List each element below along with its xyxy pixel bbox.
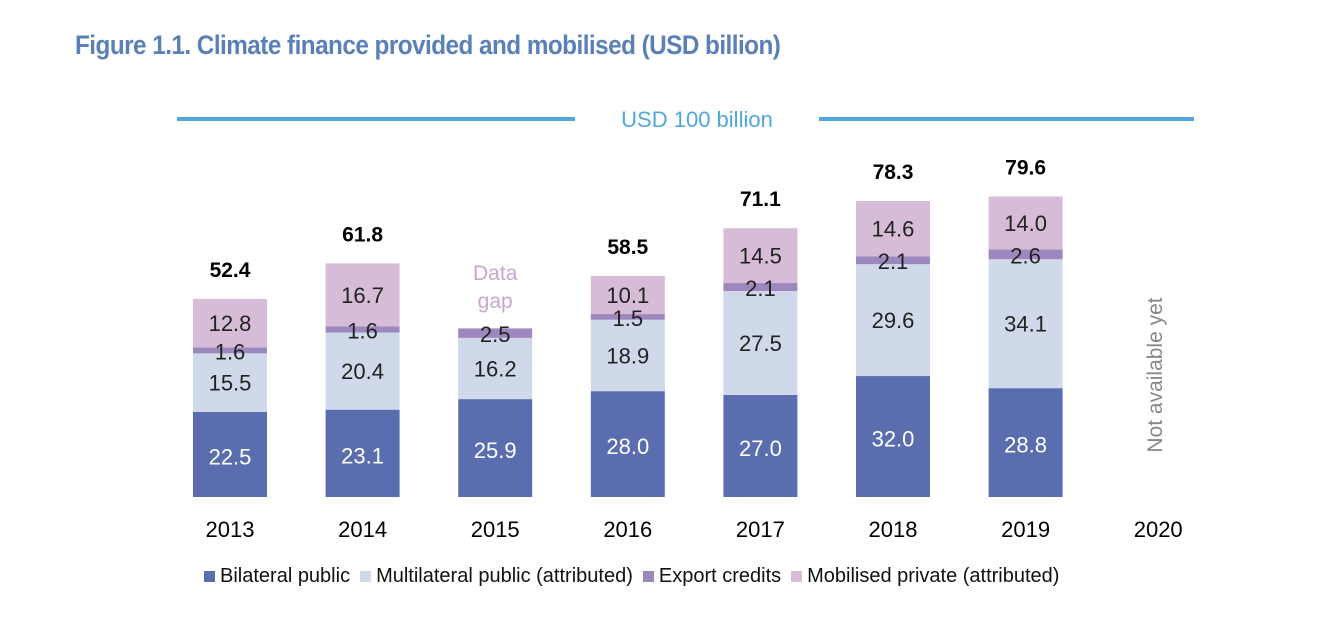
bar-label-2016-0: 28.0 (606, 434, 649, 459)
bar-segment-2015-0 (458, 399, 533, 497)
legend-label: Export credits (658, 565, 782, 587)
bar-segment-2013-3 (193, 298, 267, 348)
bar-label-2013-1: 15.5 (209, 371, 252, 396)
bar-segment-2017-0 (723, 394, 798, 497)
total-label-2019: 79.6 (1005, 156, 1046, 179)
bar-segment-2014-3 (325, 263, 400, 327)
bar-segment-2018-0 (856, 376, 930, 497)
x-tick-label-2017: 2017 (736, 517, 785, 542)
bar-label-2015-2: 2.5 (480, 322, 511, 347)
bar-label-2018-1: 29.6 (872, 308, 915, 333)
bar-label-2016-2: 1.5 (613, 306, 644, 331)
bar-segment-2016-0 (590, 391, 665, 497)
bar-segment-2019-3 (988, 196, 1063, 250)
bar-segment-2014-0 (325, 409, 400, 497)
bar-label-2017-2: 2.1 (745, 276, 776, 301)
legend-label: Bilateral public (220, 565, 351, 587)
target-line-label: USD 100 billion (621, 107, 773, 132)
legend-swatch (204, 571, 215, 582)
bar-segment-2017-2 (723, 283, 798, 291)
x-tick-label-2016: 2016 (603, 517, 652, 542)
bar-segment-2016-3 (590, 275, 665, 315)
x-tick-label-2018: 2018 (869, 517, 918, 542)
bar-segment-2019-1 (988, 259, 1063, 389)
legend-item-2: Export credits (642, 565, 782, 588)
bar-label-2018-2: 2.1 (878, 249, 909, 274)
bar-label-2018-0: 32.0 (872, 427, 915, 452)
bar-segment-2014-1 (325, 332, 400, 410)
bar-label-2019-1: 34.1 (1004, 312, 1047, 337)
bar-label-2017-0: 27.0 (739, 436, 782, 461)
bar-label-2013-3: 12.8 (209, 311, 252, 336)
bar-segment-2017-1 (723, 290, 798, 395)
bar-label-2014-1: 20.4 (341, 359, 384, 384)
bar-label-2019-2: 2.6 (1010, 243, 1041, 268)
bar-segment-2013-1 (193, 353, 267, 412)
legend-item-3: Mobilised private (attributed) (791, 565, 1059, 588)
bar-segment-2019-2 (988, 249, 1063, 260)
bar-label-2017-1: 27.5 (739, 331, 782, 356)
bar-label-2014-3: 16.7 (341, 283, 384, 308)
x-tick-label-2013: 2013 (206, 517, 255, 542)
bar-segment-2013-2 (193, 347, 267, 354)
legend-label: Mobilised private (attributed) (807, 565, 1060, 587)
total-label-2018: 78.3 (873, 161, 914, 184)
bar-label-2019-3: 14.0 (1004, 211, 1047, 236)
total-label-2014: 61.8 (342, 223, 383, 246)
x-tick-label-2019: 2019 (1001, 517, 1050, 542)
bar-label-2015-0: 25.9 (474, 438, 517, 463)
bar-label-2014-2: 1.6 (347, 319, 378, 344)
bar-segment-2016-2 (590, 314, 665, 320)
bar-segment-2018-3 (856, 201, 930, 257)
bar-segment-2017-3 (723, 228, 798, 284)
bar-segment-2016-1 (590, 319, 665, 392)
bar-label-2019-0: 28.8 (1004, 433, 1047, 458)
legend-swatch (642, 571, 654, 582)
bar-segment-2018-2 (856, 256, 930, 265)
total-label-2013: 52.4 (210, 259, 251, 282)
data-gap-label-line1: Data (473, 262, 518, 285)
bar-segment-2015-1 (458, 337, 533, 400)
bar-label-2017-3: 14.5 (739, 244, 782, 269)
data-gap-label-line2: gap (478, 290, 513, 313)
legend-item-0: Bilateral public (204, 565, 350, 588)
bar-label-2018-3: 14.6 (872, 217, 915, 242)
legend-swatch (360, 571, 372, 582)
bar-label-2014-0: 23.1 (341, 443, 384, 468)
total-label-2016: 58.5 (607, 236, 648, 259)
bar-label-2013-2: 1.6 (215, 339, 246, 364)
legend-swatch (791, 571, 803, 582)
chart-title: Figure 1.1. Climate finance provided and… (75, 30, 781, 60)
x-tick-label-2015: 2015 (471, 517, 520, 542)
legend: Bilateral public Multilateral public (att… (204, 565, 1069, 588)
not-available-label: Not available yet (1144, 297, 1167, 452)
bar-segment-2013-0 (193, 411, 267, 497)
bar-label-2016-1: 18.9 (606, 343, 649, 368)
legend-item-1: Multilateral public (attributed) (360, 565, 633, 588)
legend-label: Multilateral public (attributed) (376, 565, 633, 587)
x-tick-label-2020: 2020 (1134, 517, 1183, 542)
bar-label-2013-0: 22.5 (209, 444, 252, 469)
bar-segment-2018-1 (856, 264, 930, 377)
bar-segment-2015-2 (458, 328, 533, 338)
x-tick-label-2014: 2014 (338, 517, 387, 542)
bar-label-2016-3: 10.1 (606, 283, 649, 308)
total-label-2017: 71.1 (740, 188, 781, 211)
bar-segment-2014-2 (325, 326, 400, 333)
bar-label-2015-1: 16.2 (474, 356, 517, 381)
bar-segment-2019-0 (988, 388, 1063, 497)
